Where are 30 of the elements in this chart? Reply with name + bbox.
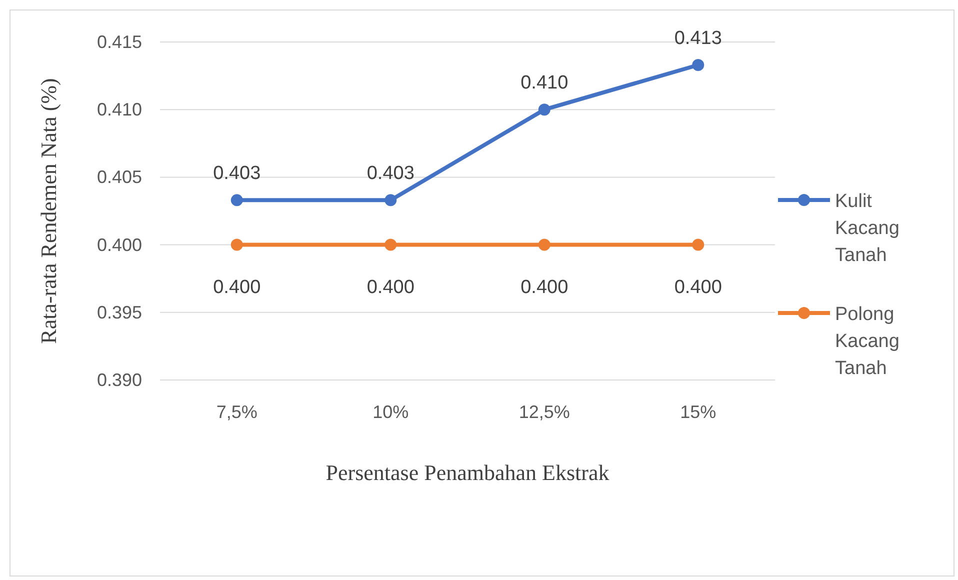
point [230,194,243,206]
point [538,238,550,251]
x-tick-label: 7,5% [216,402,258,422]
data-label: 0.413 [674,28,722,49]
data-label: 0.403 [366,163,414,184]
legend-label: Kulit Kacang Tanah [835,191,900,266]
data-label: 0.400 [520,276,568,298]
data-label: 0.410 [520,72,568,94]
y-tick-label: 0.390 [96,370,142,390]
y-tick-label: 0.415 [96,32,142,52]
point [384,238,397,251]
data-label: 0.403 [213,163,261,184]
point [692,238,704,251]
x-axis-title: Persentase Penambahan Ekstrak [326,460,610,485]
data-label: 0.400 [213,276,261,298]
y-axis-title: Rata-rata Rendemen Nata (%) [36,78,61,344]
legend-label: Polong Kacang Tanah [835,304,900,379]
x-tick-label: 15% [680,402,716,422]
x-tick-label: 10% [372,402,409,422]
y-tick-label: 0.400 [96,234,142,255]
point [692,58,704,71]
y-tick-label: 0.395 [96,302,142,322]
data-label: 0.400 [366,276,414,298]
data-label: 0.400 [674,276,722,298]
y-tick-label: 0.405 [96,167,142,188]
y-tick-label: 0.410 [96,100,142,120]
point [384,194,397,206]
point [538,104,550,116]
point [230,238,243,251]
x-tick-label: 12,5% [518,402,570,422]
